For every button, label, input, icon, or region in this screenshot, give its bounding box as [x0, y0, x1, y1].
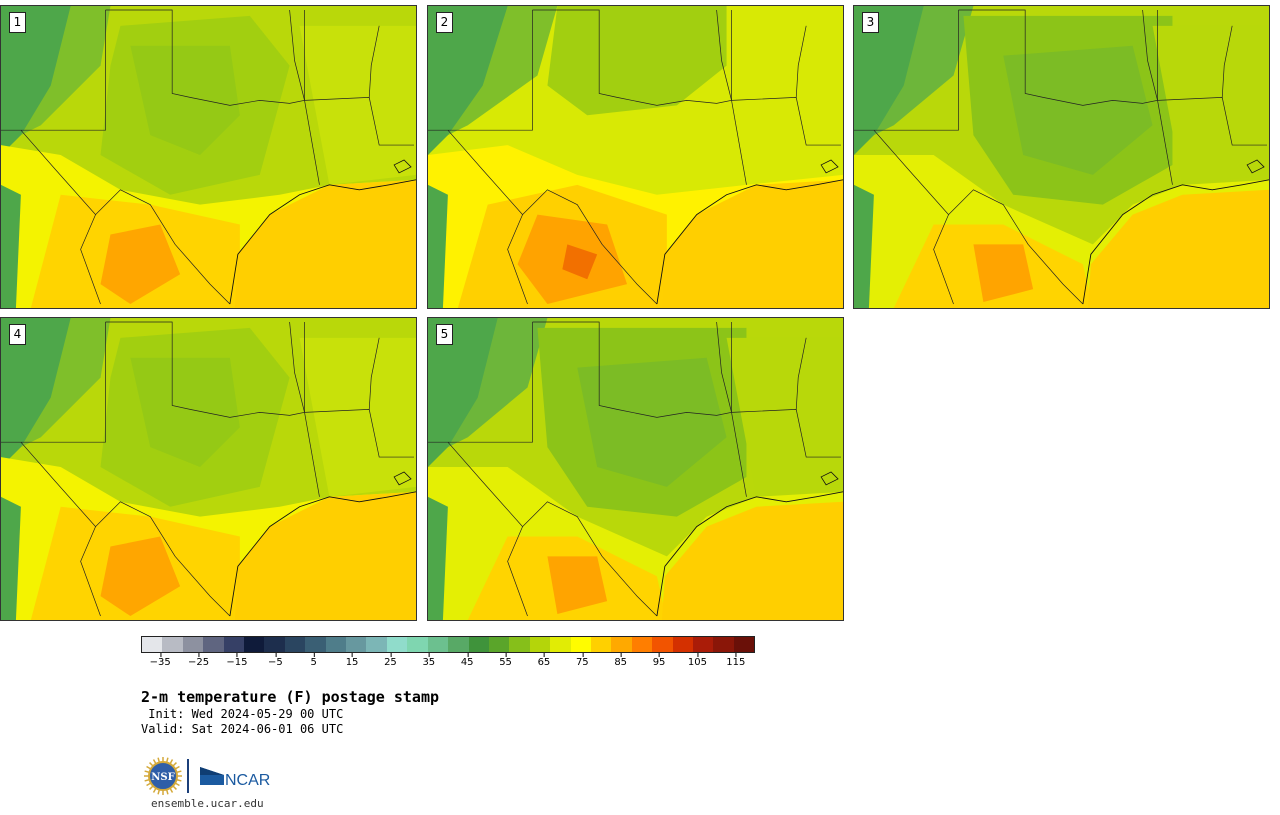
colorbar-swatch [672, 637, 693, 652]
colorbar-swatch [142, 637, 163, 652]
colorbar-tick-label: 85 [614, 653, 627, 668]
init-time: Init: Wed 2024-05-29 00 UTC [141, 707, 344, 721]
colorbar-tick-label: 35 [422, 653, 435, 668]
map-panel-5: 5 [427, 317, 844, 621]
map-panel-4: 4 [0, 317, 417, 621]
map-panel-2: 2 [427, 5, 844, 309]
map-3 [854, 6, 1269, 308]
map-2 [428, 6, 843, 308]
map-5 [428, 318, 843, 620]
colorbar-swatch [284, 637, 306, 652]
colorbar-swatch [305, 637, 326, 652]
colorbar-swatch [611, 637, 632, 652]
colorbar-swatch [529, 637, 551, 652]
colorbar-swatch [468, 637, 489, 652]
colorbar-tick-label: 45 [461, 653, 474, 668]
colorbar-swatch [264, 637, 285, 652]
nsf-logo-text: NSF [151, 772, 174, 783]
colorbar-swatch [427, 637, 449, 652]
ncar-logo-text: NCAR [225, 772, 270, 789]
colorbar-swatch [223, 637, 245, 652]
colorbar-tick-label: 105 [688, 653, 707, 668]
map-4 [1, 318, 416, 620]
colorbar-swatch [448, 637, 469, 652]
ncar-logo: NCAR [200, 767, 270, 789]
site-url: ensemble.ucar.edu [151, 797, 264, 810]
map-panel-3: 3 [853, 5, 1270, 309]
colorbar-tick-label: 115 [726, 653, 745, 668]
panel-number: 3 [862, 12, 879, 33]
colorbar-swatch [244, 637, 265, 652]
colorbar-swatch [203, 637, 224, 652]
colorbar-tick-label: −5 [268, 653, 283, 668]
panel-number: 5 [436, 324, 453, 345]
colorbar-swatch [386, 637, 408, 652]
colorbar-swatch [550, 637, 571, 652]
colorbar-swatch [407, 637, 428, 652]
valid-time: Valid: Sat 2024-06-01 06 UTC [141, 722, 344, 736]
colorbar-ticks: −35 −25 −15 −5 5 15 25 35 45 55 65 75 85 95 105 115 [141, 653, 755, 673]
colorbar-tick-label: 75 [576, 653, 589, 668]
colorbar-swatch [182, 637, 204, 652]
colorbar-swatch [162, 637, 183, 652]
map-panel-1: 1 [0, 5, 417, 309]
logos: NSF NCAR [143, 756, 276, 796]
map-1 [1, 6, 416, 308]
colorbar-tick-label: 15 [346, 653, 358, 668]
colorbar-swatch [733, 637, 755, 652]
colorbar-swatch [488, 637, 510, 652]
colorbar-swatch [346, 637, 367, 652]
colorbar-tick-label: 55 [499, 653, 512, 668]
colorbar [141, 636, 755, 653]
colorbar-swatch [652, 637, 673, 652]
colorbar-swatch [692, 637, 714, 652]
panel-number: 4 [9, 324, 26, 345]
colorbar-swatch [590, 637, 612, 652]
map-title: 2-m temperature (F) postage stamp [141, 688, 440, 706]
colorbar-tick-label: 5 [311, 653, 317, 668]
colorbar-tick-label: 65 [538, 653, 550, 668]
colorbar-swatch [325, 637, 347, 652]
panel-number: 1 [9, 12, 26, 33]
colorbar-tick-label: −35 [150, 653, 171, 668]
colorbar-swatch [366, 637, 387, 652]
colorbar-tick-label: −15 [226, 653, 247, 668]
colorbar-swatch [631, 637, 653, 652]
nsf-logo: NSF [144, 757, 182, 795]
colorbar-tick-label: 25 [384, 653, 397, 668]
colorbar-tick-label: 95 [653, 653, 665, 668]
colorbar-tick-label: −25 [188, 653, 209, 668]
colorbar-swatch [509, 637, 530, 652]
colorbar-swatch [570, 637, 591, 652]
logo-divider [187, 759, 189, 793]
panel-number: 2 [436, 12, 453, 33]
colorbar-swatch [713, 637, 734, 652]
